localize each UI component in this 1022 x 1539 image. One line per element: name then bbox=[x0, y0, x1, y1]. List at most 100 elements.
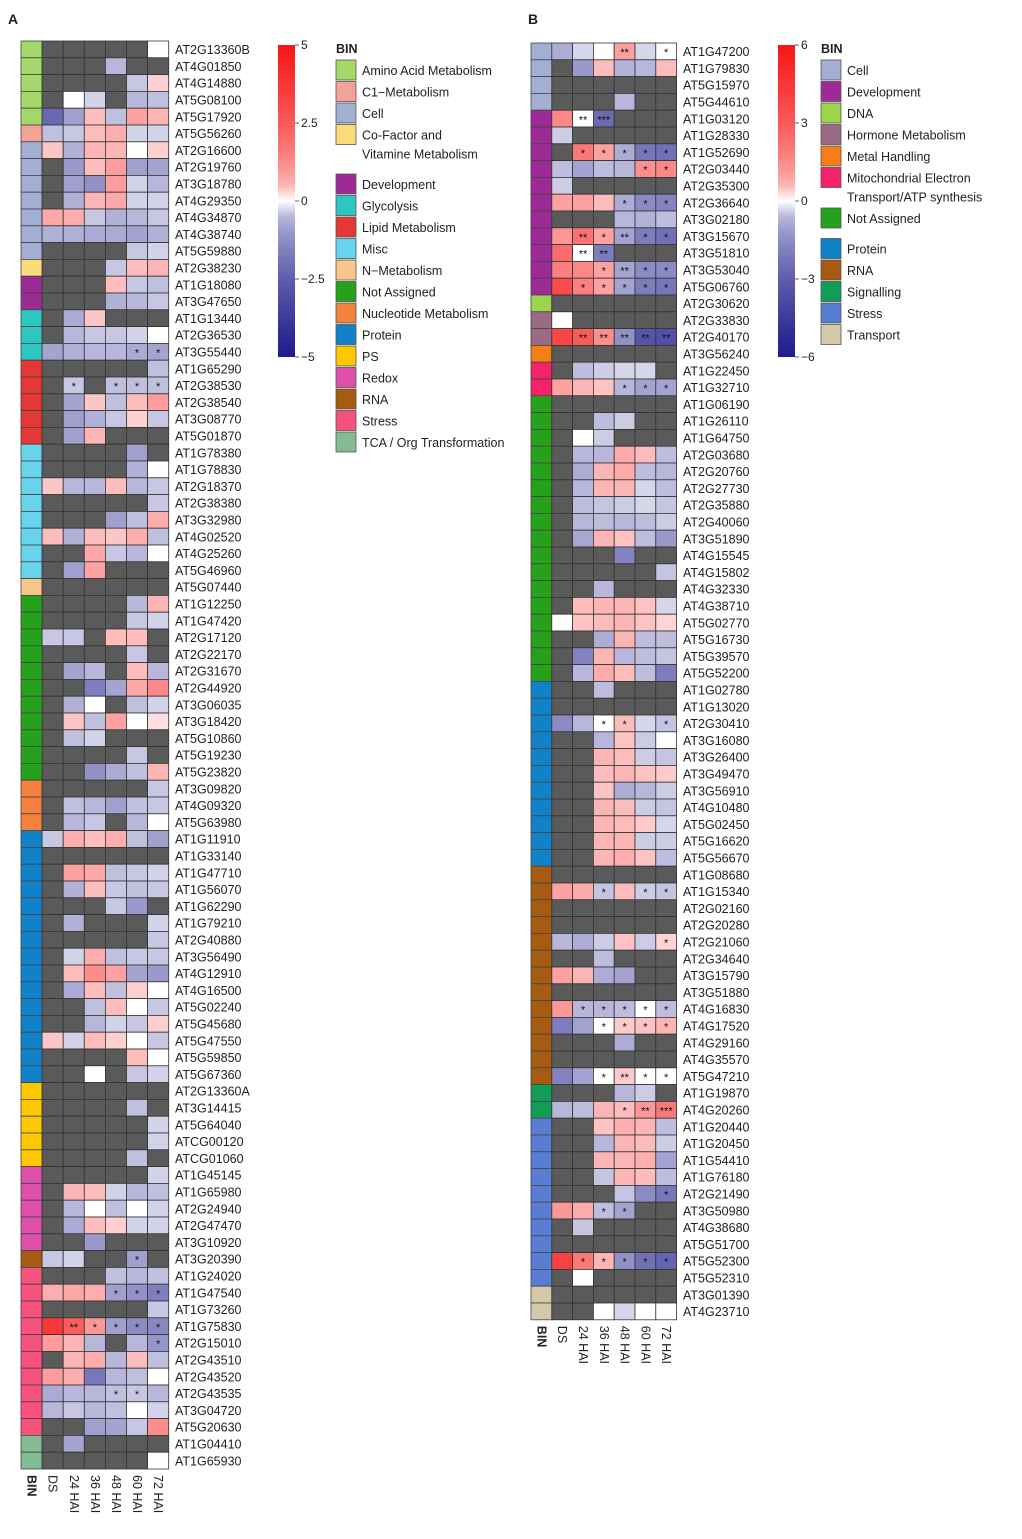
heatmap-cell bbox=[613, 983, 636, 1001]
significance-mark: * bbox=[622, 719, 627, 731]
legend-label: Protein bbox=[362, 329, 402, 343]
heatmap-cell bbox=[62, 393, 85, 411]
heatmap-cell bbox=[105, 124, 127, 143]
gene-label: AT2G38540 bbox=[175, 396, 242, 410]
bin-color-cell bbox=[20, 611, 43, 630]
heatmap-cell bbox=[551, 260, 573, 279]
gene-label: AT4G15545 bbox=[683, 549, 750, 563]
heatmap-cell bbox=[634, 714, 657, 733]
heatmap-row: ** * AT1G47200 bbox=[530, 42, 750, 61]
significance-mark: ** bbox=[620, 232, 629, 244]
heatmap-cell bbox=[613, 1134, 636, 1153]
bin-color-cell bbox=[20, 1065, 43, 1084]
significance-mark: * bbox=[114, 1288, 119, 1300]
gene-label: AT2G40880 bbox=[175, 934, 242, 948]
legend-label: RNA bbox=[847, 264, 874, 278]
bin-color-cell bbox=[20, 1048, 43, 1067]
heatmap-row: AT3G51880 bbox=[530, 983, 750, 1001]
heatmap-cell bbox=[147, 494, 170, 512]
heatmap-row: AT3G32980 bbox=[20, 510, 242, 529]
gene-label: AT4G09320 bbox=[175, 799, 242, 813]
legend-swatch bbox=[820, 302, 842, 324]
heatmap-cell bbox=[551, 597, 573, 615]
heatmap-cell bbox=[613, 529, 636, 548]
heatmap-cell bbox=[613, 832, 636, 850]
heatmap-row: AT1G28330 bbox=[530, 126, 750, 145]
heatmap-cell bbox=[105, 1099, 127, 1117]
heatmap-cell bbox=[634, 1117, 657, 1136]
heatmap-cell bbox=[613, 765, 636, 783]
heatmap-row: AT2G16600 bbox=[20, 141, 242, 160]
gene-label: AT5G17920 bbox=[175, 110, 242, 124]
heatmap-cell bbox=[613, 949, 636, 968]
legend-label: Vitamine Metabolism bbox=[362, 148, 478, 162]
heatmap-cell bbox=[572, 59, 594, 77]
heatmap-cell bbox=[551, 647, 573, 665]
heatmap-row: AT5G56670 bbox=[530, 849, 750, 867]
gene-label: AT2G15010 bbox=[175, 1337, 242, 1351]
heatmap-cell bbox=[147, 158, 170, 176]
gene-label: AT2G27730 bbox=[683, 482, 750, 496]
legend-item: Misc bbox=[335, 238, 388, 259]
heatmap-cell bbox=[105, 359, 127, 378]
heatmap-cell bbox=[572, 781, 594, 800]
significance-mark: * bbox=[664, 1257, 669, 1269]
heatmap-row: * * AT2G43535 bbox=[20, 1384, 242, 1403]
gene-label: AT3G50980 bbox=[683, 1204, 750, 1218]
heatmap-cell bbox=[147, 426, 170, 445]
heatmap-cell bbox=[551, 882, 573, 901]
heatmap-cell bbox=[147, 645, 170, 663]
heatmap-cell bbox=[634, 210, 657, 229]
heatmap-cell bbox=[83, 309, 106, 327]
heatmap-cell bbox=[62, 91, 85, 109]
bin-color-cell bbox=[530, 513, 553, 531]
heatmap-cell bbox=[634, 933, 657, 951]
heatmap-row: * AT2G15010 bbox=[20, 1334, 242, 1352]
heatmap-cell bbox=[105, 1367, 127, 1386]
heatmap-cell bbox=[62, 1015, 85, 1033]
heatmap-row: AT4G38710 bbox=[530, 597, 750, 615]
heatmap-cell bbox=[83, 1300, 106, 1319]
legend-label: DNA bbox=[847, 107, 874, 121]
heatmap-cell bbox=[105, 1115, 127, 1134]
gene-label: AT1G56070 bbox=[175, 883, 242, 897]
heatmap-cell bbox=[41, 914, 64, 932]
bin-color-cell bbox=[530, 344, 553, 363]
gene-label: AT1G03120 bbox=[683, 112, 750, 126]
heatmap-row: AT2G35880 bbox=[530, 496, 750, 514]
bin-color-cell bbox=[530, 479, 553, 497]
heatmap-cell bbox=[551, 765, 573, 783]
heatmap-cell bbox=[41, 830, 64, 848]
bin-color-cell bbox=[530, 865, 553, 884]
heatmap-cell bbox=[655, 294, 677, 313]
bin-color-cell bbox=[530, 1201, 553, 1220]
heatmap-cell bbox=[593, 496, 615, 514]
heatmap-cell bbox=[655, 597, 677, 615]
heatmap-cell bbox=[551, 311, 573, 329]
heatmap-cell bbox=[83, 1267, 106, 1285]
heatmap-cell bbox=[593, 1269, 615, 1287]
bin-color-cell bbox=[20, 208, 43, 227]
heatmap-cell bbox=[655, 664, 677, 682]
heatmap-row: AT2G13360A bbox=[20, 1082, 250, 1100]
heatmap-cell bbox=[62, 1418, 85, 1436]
gene-label: AT5G06760 bbox=[683, 280, 750, 294]
heatmap-cell bbox=[83, 1451, 106, 1470]
heatmap-cell bbox=[634, 176, 657, 195]
heatmap-row: ATCG01060 bbox=[20, 1149, 244, 1168]
heatmap-cell bbox=[593, 76, 615, 94]
heatmap-row: * AT3G20390 bbox=[20, 1250, 242, 1268]
heatmap-cell bbox=[551, 664, 573, 682]
heatmap-row: AT5G52200 bbox=[530, 664, 750, 682]
gene-label: AT1G15340 bbox=[683, 885, 750, 899]
heatmap-cell bbox=[147, 1300, 170, 1319]
column-label: 72 HAI bbox=[659, 1326, 673, 1364]
gene-label: AT5G59850 bbox=[175, 1051, 242, 1065]
bin-color-cell bbox=[20, 309, 43, 327]
legend-item: Not Assigned bbox=[335, 281, 436, 302]
heatmap-cell bbox=[62, 863, 85, 882]
heatmap-cell bbox=[613, 1185, 636, 1203]
heatmap-cell bbox=[147, 477, 170, 495]
